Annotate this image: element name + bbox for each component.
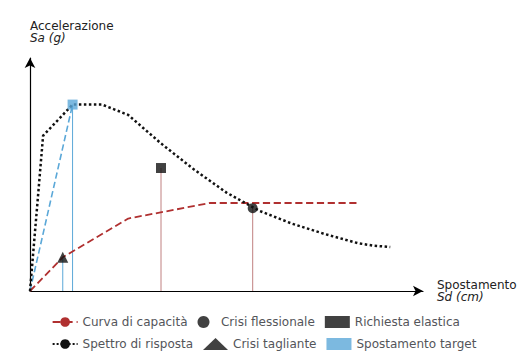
svg-text:Spettro di risposta: Spettro di risposta bbox=[83, 337, 193, 351]
svg-text:Richiesta elastica: Richiesta elastica bbox=[355, 315, 460, 329]
svg-text:Spostamento: Spostamento bbox=[437, 278, 517, 292]
svg-text:Accelerazione: Accelerazione bbox=[30, 19, 114, 33]
svg-text:Curva di capacità: Curva di capacità bbox=[83, 315, 188, 329]
svg-text:Spostamento target: Spostamento target bbox=[356, 337, 476, 351]
svg-text:Crisi tagliante: Crisi tagliante bbox=[233, 337, 316, 351]
svg-text:Sa (g): Sa (g) bbox=[30, 31, 66, 45]
svg-text:Sd (cm): Sd (cm) bbox=[437, 290, 484, 304]
svg-text:Crisi flessionale: Crisi flessionale bbox=[221, 315, 315, 329]
